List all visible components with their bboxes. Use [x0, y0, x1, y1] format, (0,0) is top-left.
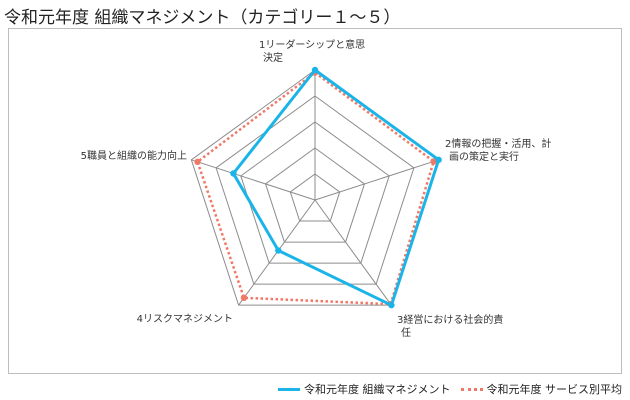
axis-label-2: 2情報の把握・活用、計画の策定と実行 — [445, 137, 551, 163]
series-1-point-2 — [435, 156, 442, 164]
axis-label-3: 3経営における社会的責任 — [397, 313, 503, 339]
legend-item-series-1: 令和元年度 組織マネジメント — [278, 381, 451, 397]
grid-spoke-2 — [314, 159, 439, 201]
grid-ring-1 — [289, 173, 341, 222]
axis-label-4: 4リスクマネジメント — [137, 313, 233, 325]
grid-ring-2 — [264, 147, 366, 243]
legend-label-series-1: 令和元年度 組織マネジメント — [304, 383, 451, 396]
plot-area — [8, 28, 622, 374]
legend-swatch-series-2 — [460, 387, 483, 391]
grid-ring-3 — [240, 121, 390, 264]
series-2-point-5 — [194, 158, 201, 166]
series-2-line — [196, 71, 436, 306]
legend-swatch-series-1 — [278, 387, 300, 391]
series-1-point-3 — [388, 301, 395, 309]
series-1-point-5 — [230, 170, 237, 177]
legend-item-series-2: 令和元年度 サービス別平均 — [460, 381, 623, 397]
grid-ring-4 — [215, 95, 415, 285]
series-1-line — [231, 67, 441, 308]
legend: 令和元年度 組織マネジメント 令和元年度 サービス別平均 — [278, 381, 622, 397]
axis-label-5: 5職員と組織の能力向上 — [81, 149, 187, 162]
legend-label-series-2: 令和元年度 サービス別平均 — [486, 383, 623, 396]
grid-spoke-5 — [191, 159, 316, 201]
axis-label-1: 1リーダーシップと意思決定 — [259, 38, 365, 64]
page-title: 令和元年度 組織マネジメント（カテゴリー１～５） — [4, 8, 401, 28]
series-2-point-2 — [430, 158, 437, 165]
series-1-point-4 — [275, 247, 282, 254]
grid-spoke-3 — [314, 199, 392, 306]
series-1-point-1 — [311, 66, 319, 74]
series-2-point-4 — [240, 294, 248, 302]
